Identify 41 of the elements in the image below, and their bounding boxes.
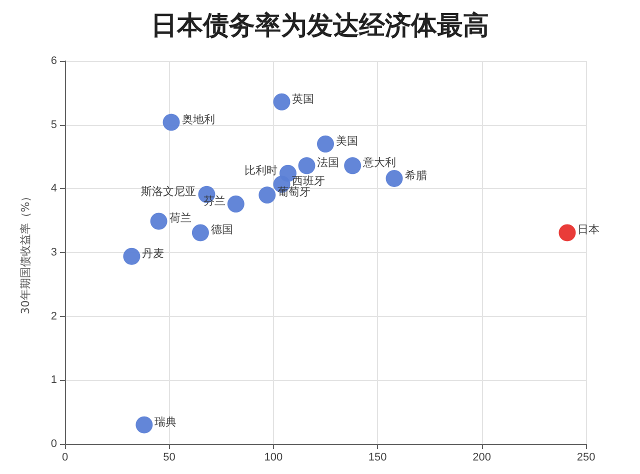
- series-label: 荷兰: [169, 212, 192, 225]
- x-tick-label: 100: [264, 452, 283, 464]
- x-tick-label: 150: [368, 452, 387, 464]
- y-tick-label: 3: [50, 246, 57, 258]
- point: [298, 157, 316, 174]
- x-tick-label: 50: [163, 452, 176, 464]
- y-tick-label: 2: [50, 310, 57, 322]
- y-tick-label: 4: [50, 182, 57, 195]
- series-label: 日本: [578, 223, 600, 236]
- y-tick-label: 5: [50, 118, 57, 131]
- series-label: 丹麦: [142, 246, 164, 260]
- point: [162, 114, 180, 131]
- point: [123, 248, 140, 265]
- series-label: 斯洛文尼亚: [141, 184, 196, 198]
- point: [136, 416, 153, 434]
- y-axis-title: 30年期国债收益率（%）: [19, 190, 32, 314]
- series-label: 意大利: [362, 156, 396, 170]
- x-tick-label: 200: [472, 452, 491, 464]
- x-tick-label: 0: [62, 452, 68, 464]
- point: [227, 195, 244, 212]
- series-label: 奥地利: [182, 112, 215, 126]
- series-label: 英国: [292, 92, 314, 106]
- y-tick-label: 6: [50, 55, 57, 67]
- chart-title: 日本债务率为发达经济体最高: [151, 11, 489, 41]
- y-tick-label: 0: [50, 438, 57, 450]
- point: [258, 186, 276, 204]
- series-label: 瑞典: [154, 415, 177, 428]
- series-label: 德国: [210, 223, 233, 236]
- x-tick-label: 250: [576, 452, 596, 464]
- point: [150, 212, 168, 230]
- y-tick-label: 1: [50, 374, 57, 386]
- point: [317, 135, 334, 152]
- series-label: 希腊: [404, 168, 427, 182]
- series-label: 法国: [317, 156, 340, 170]
- point: [344, 157, 362, 174]
- point: [192, 224, 209, 242]
- series-label: 比利时: [244, 164, 278, 177]
- series-label: 美国: [336, 134, 358, 148]
- point: [273, 93, 290, 110]
- point: [558, 224, 576, 242]
- point: [386, 170, 403, 187]
